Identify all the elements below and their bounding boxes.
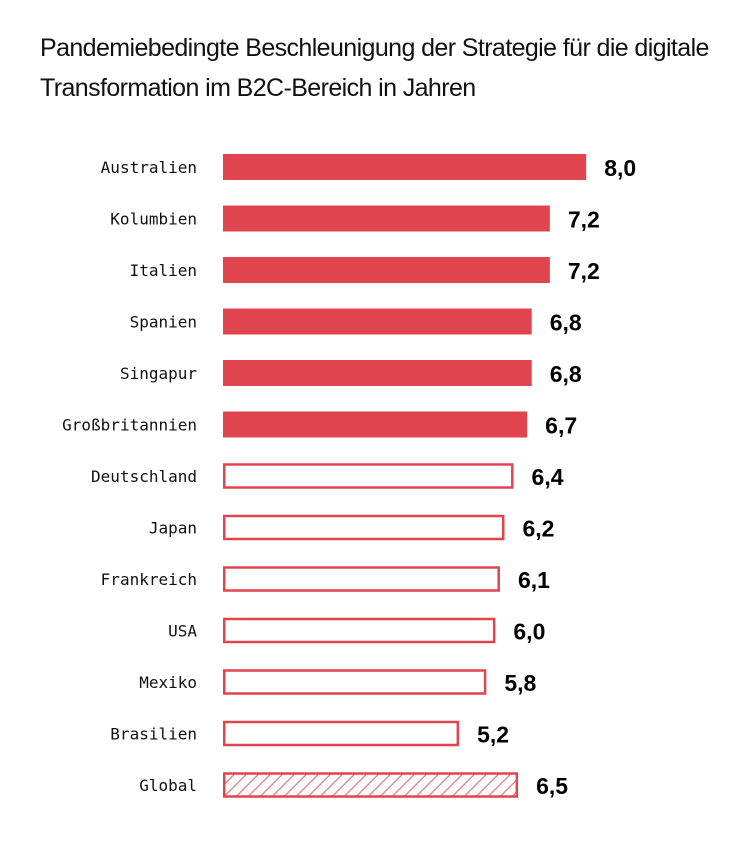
- bar-outline: [223, 566, 500, 592]
- category-label: Brasilien: [110, 725, 197, 744]
- bar-filled: [223, 308, 532, 335]
- value-label: 6,4: [532, 464, 564, 490]
- value-label: 6,5: [536, 773, 568, 799]
- bar-outline: [223, 720, 460, 747]
- bar-outline: [223, 669, 487, 695]
- category-label: Italien: [130, 261, 197, 280]
- category-label: Global: [139, 776, 197, 795]
- category-label: Singapur: [120, 364, 197, 383]
- bar-outline: [223, 463, 514, 489]
- value-label: 6,1: [518, 567, 550, 593]
- bar-outline: [223, 617, 496, 644]
- value-label: 5,2: [477, 722, 509, 748]
- value-label: 6,8: [550, 310, 582, 336]
- category-label: Deutschland: [91, 467, 197, 486]
- value-label: 5,8: [504, 670, 536, 696]
- value-label: 6,8: [550, 361, 582, 387]
- chart-title: Pandemiebedingte Beschleunigung der Stra…: [40, 34, 709, 102]
- bar-filled: [223, 154, 587, 180]
- value-label: 7,2: [568, 207, 600, 233]
- value-label: 8,0: [604, 155, 636, 181]
- bar-filled: [223, 411, 528, 438]
- value-label: 6,7: [545, 413, 577, 439]
- value-label: 7,2: [568, 258, 600, 284]
- value-label: 6,2: [522, 516, 554, 542]
- category-label: Spanien: [130, 313, 197, 332]
- bar-hatched: [223, 772, 519, 798]
- bar-filled: [223, 205, 550, 232]
- category-label: Japan: [149, 519, 197, 538]
- category-label: Großbritannien: [62, 416, 197, 435]
- category-label: Frankreich: [101, 570, 197, 589]
- bar-outline: [223, 514, 505, 541]
- bar-filled: [223, 360, 532, 386]
- category-label: USA: [168, 622, 197, 641]
- category-label: Kolumbien: [110, 210, 197, 229]
- category-label: Australien: [101, 158, 197, 177]
- category-label: Mexiko: [139, 673, 197, 692]
- value-label: 6,0: [513, 619, 545, 645]
- bar-filled: [223, 257, 550, 283]
